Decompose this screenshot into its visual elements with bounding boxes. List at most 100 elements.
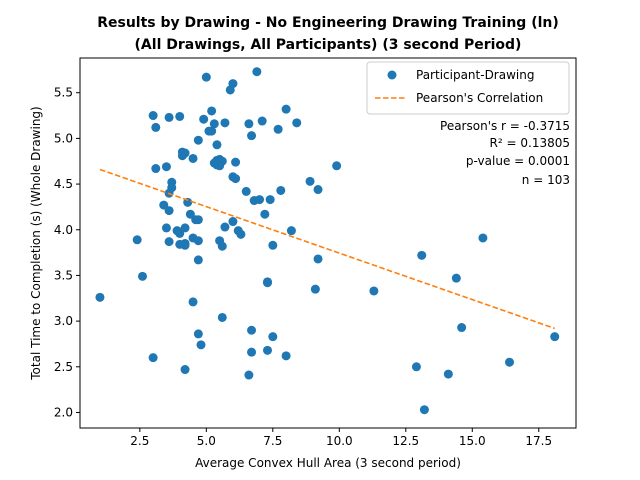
data-point — [209, 119, 219, 129]
data-point — [247, 131, 257, 141]
data-point — [175, 111, 185, 121]
data-point — [199, 114, 209, 124]
data-point — [161, 162, 171, 172]
data-point — [281, 104, 291, 114]
y-tick-label: 5.0 — [54, 131, 73, 145]
y-tick-label: 3.5 — [54, 268, 73, 282]
data-point — [167, 183, 177, 193]
data-point — [478, 233, 488, 243]
data-point — [550, 332, 560, 342]
data-point — [95, 292, 105, 302]
data-point — [255, 195, 265, 205]
x-tick-label: 12.5 — [392, 434, 419, 448]
trend-line-layer — [99, 168, 555, 330]
data-point — [193, 215, 203, 225]
data-point — [175, 239, 185, 249]
data-point — [137, 271, 147, 281]
data-point — [244, 370, 254, 380]
data-point — [193, 255, 203, 265]
y-tick-label: 2.0 — [54, 405, 73, 419]
y-axis-label: Total Time to Completion (s) (Whole Draw… — [29, 106, 43, 380]
data-point — [217, 312, 227, 322]
x-axis-label: Average Convex Hull Area (3 second perio… — [195, 456, 461, 470]
data-point — [217, 241, 227, 251]
data-point — [268, 332, 278, 342]
data-point — [268, 240, 278, 250]
data-point — [457, 323, 467, 333]
data-point — [257, 116, 267, 126]
x-tick-label: 15.0 — [459, 434, 486, 448]
chart-title-line-1: Results by Drawing - No Engineering Draw… — [97, 15, 559, 31]
data-point — [332, 161, 342, 171]
data-point — [505, 357, 515, 367]
data-point — [419, 405, 429, 415]
stat-r-squared: R² = 0.13805 — [490, 136, 570, 150]
y-axis-ticks: 2.0 2.5 3.0 3.5 4.0 4.5 5.0 5.5 — [54, 86, 80, 419]
data-point — [281, 351, 291, 361]
data-point — [151, 164, 161, 174]
legend-marker-participant-drawing — [387, 70, 397, 80]
data-point — [443, 369, 453, 379]
data-point — [196, 340, 206, 350]
data-point — [228, 79, 238, 89]
data-point — [193, 329, 203, 339]
stat-sample-size: n = 103 — [522, 173, 570, 187]
data-point — [313, 254, 323, 264]
data-point — [164, 237, 174, 247]
chart-title-line-2: (All Drawings, All Participants) (3 seco… — [135, 37, 522, 53]
data-point — [252, 67, 262, 77]
x-tick-label: 10.0 — [326, 434, 353, 448]
x-tick-label: 2.5 — [130, 434, 149, 448]
data-point — [212, 140, 222, 150]
data-point — [193, 236, 203, 246]
data-point — [151, 122, 161, 132]
data-point — [292, 118, 302, 128]
x-axis-ticks: 2.5 5.0 7.5 10.0 12.5 15.0 17.5 — [130, 428, 552, 448]
data-point — [188, 153, 198, 163]
legend-box — [366, 61, 570, 115]
data-point — [231, 157, 241, 167]
data-point — [207, 106, 217, 116]
x-tick-label: 5.0 — [197, 434, 216, 448]
data-point — [220, 118, 230, 128]
data-point — [188, 297, 198, 307]
data-point — [369, 286, 379, 296]
plot-area-frame — [79, 57, 577, 429]
data-point — [262, 345, 272, 355]
legend-label-pearsons-correlation: Pearson's Correlation — [416, 91, 543, 105]
data-point — [417, 250, 427, 260]
data-point — [180, 148, 190, 158]
data-point — [201, 72, 211, 82]
data-point — [220, 222, 230, 232]
data-point — [276, 185, 286, 195]
statistics-annotation: Pearson's r = -0.3715 R² = 0.13805 p-val… — [440, 119, 570, 187]
y-tick-label: 4.5 — [54, 177, 73, 191]
data-point — [180, 365, 190, 375]
pearson-correlation-line — [99, 168, 555, 330]
data-point — [164, 206, 174, 216]
stat-pearson-r: Pearson's r = -0.3715 — [440, 119, 570, 133]
data-point — [180, 223, 190, 233]
y-tick-label: 3.0 — [54, 314, 73, 328]
data-point — [411, 362, 421, 372]
data-point — [217, 156, 227, 166]
data-point — [132, 235, 142, 245]
y-tick-label: 5.5 — [54, 86, 73, 100]
data-point — [231, 174, 241, 184]
data-point — [161, 223, 171, 233]
data-point — [260, 209, 270, 219]
data-point — [244, 119, 254, 129]
data-point — [247, 347, 257, 357]
x-tick-label: 17.5 — [525, 434, 552, 448]
data-point — [148, 111, 158, 121]
y-tick-label: 2.5 — [54, 360, 73, 374]
data-point — [451, 273, 461, 283]
data-point — [262, 278, 272, 288]
y-tick-label: 4.0 — [54, 223, 73, 237]
data-point — [207, 126, 217, 136]
data-point — [148, 353, 158, 363]
data-point — [286, 226, 296, 236]
legend-label-participant-drawing: Participant-Drawing — [416, 68, 534, 82]
data-point — [265, 195, 275, 205]
stat-p-value: p-value = 0.0001 — [466, 154, 570, 168]
